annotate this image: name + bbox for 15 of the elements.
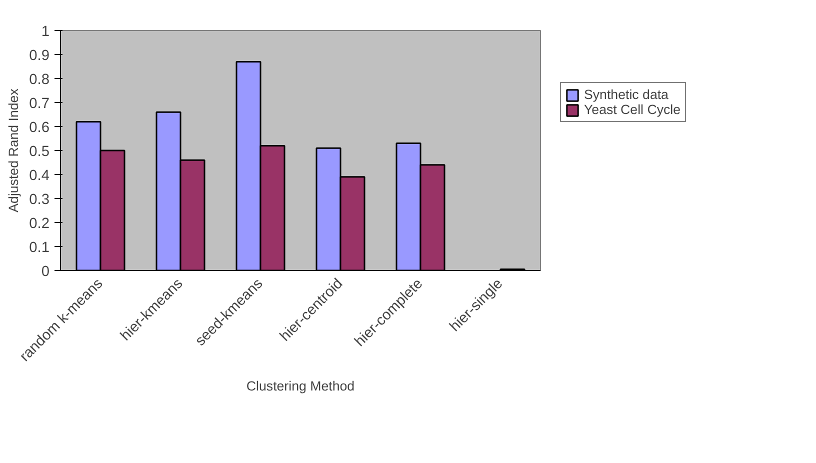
y-tick-label: 0.8 (29, 72, 50, 88)
legend-label: Yeast Cell Cycle (584, 102, 681, 117)
y-tick-label: 0.4 (29, 168, 50, 184)
y-tick-label: 0.6 (29, 120, 50, 136)
y-tick-label: 0.9 (29, 48, 50, 64)
y-tick-label: 0.5 (29, 144, 50, 160)
y-tick-label: 0.7 (29, 96, 50, 112)
y-tick-label: 0.1 (29, 240, 50, 256)
y-tick-label: 0.3 (29, 192, 50, 208)
legend-label: Synthetic data (584, 87, 668, 102)
x-axis-title: Clustering Method (246, 378, 355, 394)
y-tick-label: 0 (41, 264, 50, 280)
y-tick-label: 1 (41, 24, 50, 40)
y-axis-title: Adjusted Rand Index (6, 88, 22, 212)
y-tick-label: 0.2 (29, 216, 50, 232)
